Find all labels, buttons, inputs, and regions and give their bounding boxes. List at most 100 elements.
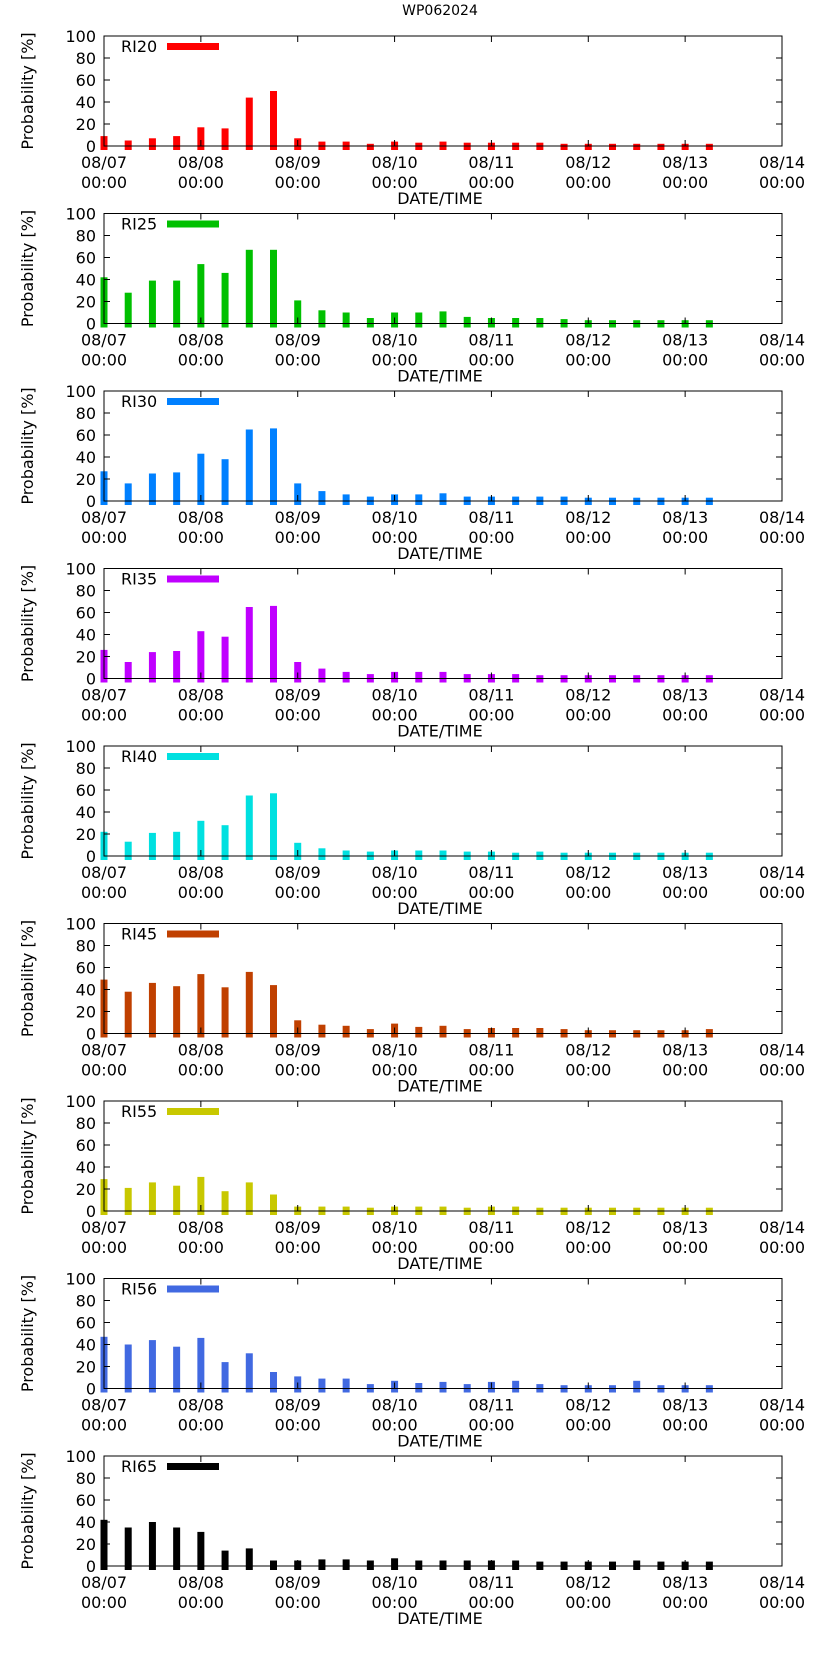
x-tick-time-label: 00:00 bbox=[81, 173, 127, 192]
x-tick-time-label: 00:00 bbox=[662, 1238, 708, 1257]
bar bbox=[512, 1560, 520, 1570]
panels: 02040608010008/0700:0008/0800:0008/0900:… bbox=[18, 27, 805, 1628]
y-tick-label: 80 bbox=[76, 404, 96, 423]
y-tick-label: 100 bbox=[65, 1092, 96, 1111]
x-tick-date-label: 08/12 bbox=[565, 1041, 611, 1060]
y-tick-label: 0 bbox=[86, 1202, 96, 1221]
legend-label: RI30 bbox=[121, 392, 157, 411]
bar bbox=[221, 128, 229, 150]
x-tick-time-label: 00:00 bbox=[662, 706, 708, 725]
x-tick-time-label: 00:00 bbox=[468, 351, 514, 370]
y-tick-label: 20 bbox=[76, 470, 96, 489]
x-tick-time-label: 00:00 bbox=[178, 1061, 224, 1080]
x-tick-date-label: 08/12 bbox=[565, 153, 611, 172]
x-tick-time-label: 00:00 bbox=[81, 528, 127, 547]
y-tick-label: 40 bbox=[76, 1158, 96, 1177]
x-tick-date-label: 08/12 bbox=[565, 331, 611, 350]
x-axis-title: DATE/TIME bbox=[397, 1432, 482, 1451]
y-tick-label: 80 bbox=[76, 227, 96, 246]
panel-ri45: 02040608010008/0700:0008/0800:0008/0900:… bbox=[18, 915, 805, 1096]
y-tick-label: 80 bbox=[76, 582, 96, 601]
bar bbox=[197, 1531, 205, 1570]
bar bbox=[148, 138, 156, 150]
x-tick-time-label: 00:00 bbox=[81, 1593, 127, 1612]
bar bbox=[148, 652, 156, 683]
x-tick-time-label: 00:00 bbox=[178, 173, 224, 192]
x-tick-date-label: 08/09 bbox=[275, 1218, 321, 1237]
x-tick-date-label: 08/07 bbox=[81, 1218, 127, 1237]
x-tick-date-label: 08/10 bbox=[372, 331, 418, 350]
x-tick-time-label: 00:00 bbox=[275, 1238, 321, 1257]
x-tick-date-label: 08/13 bbox=[662, 1396, 708, 1415]
x-tick-date-label: 08/14 bbox=[759, 153, 805, 172]
bar bbox=[609, 143, 616, 150]
bar bbox=[148, 1522, 156, 1570]
bar bbox=[536, 318, 544, 328]
x-axis-title: DATE/TIME bbox=[397, 367, 482, 386]
bar bbox=[681, 143, 689, 150]
x-tick-time-label: 00:00 bbox=[81, 706, 127, 725]
x-tick-time-label: 00:00 bbox=[468, 1061, 514, 1080]
x-tick-time-label: 00:00 bbox=[372, 1238, 418, 1257]
bar bbox=[366, 1560, 374, 1570]
bar bbox=[439, 850, 447, 860]
x-tick-date-label: 08/14 bbox=[759, 331, 805, 350]
y-tick-label: 20 bbox=[76, 1003, 96, 1022]
x-tick-date-label: 08/12 bbox=[565, 508, 611, 527]
bar bbox=[342, 312, 350, 328]
x-tick-date-label: 08/14 bbox=[759, 686, 805, 705]
x-tick-time-label: 00:00 bbox=[468, 706, 514, 725]
x-tick-time-label: 00:00 bbox=[178, 1416, 224, 1435]
y-tick-label: 40 bbox=[76, 271, 96, 290]
x-axis-title: DATE/TIME bbox=[397, 1254, 482, 1273]
x-tick-time-label: 00:00 bbox=[759, 1061, 805, 1080]
legend-label: RI65 bbox=[121, 1457, 157, 1476]
bar bbox=[221, 272, 229, 328]
x-tick-date-label: 08/09 bbox=[275, 1396, 321, 1415]
bar bbox=[439, 1025, 447, 1038]
x-tick-time-label: 00:00 bbox=[372, 351, 418, 370]
bar bbox=[318, 310, 326, 328]
plot-frame bbox=[103, 568, 783, 679]
plot-frame bbox=[103, 390, 783, 502]
bar bbox=[270, 1560, 277, 1570]
x-tick-date-label: 08/10 bbox=[372, 863, 418, 882]
x-tick-date-label: 08/13 bbox=[662, 686, 708, 705]
x-tick-time-label: 00:00 bbox=[662, 1061, 708, 1080]
x-tick-time-label: 00:00 bbox=[565, 1416, 611, 1435]
x-tick-time-label: 00:00 bbox=[662, 351, 708, 370]
bar bbox=[221, 1550, 229, 1570]
bar bbox=[148, 473, 156, 505]
y-tick-label: 60 bbox=[76, 604, 96, 623]
legend-label: RI40 bbox=[121, 747, 157, 766]
panel-ri56: 02040608010008/0700:0008/0800:0008/0900:… bbox=[18, 1270, 805, 1451]
x-tick-time-label: 00:00 bbox=[662, 173, 708, 192]
y-tick-label: 0 bbox=[86, 137, 96, 156]
bar bbox=[366, 143, 374, 150]
x-tick-time-label: 00:00 bbox=[275, 351, 321, 370]
x-tick-date-label: 08/07 bbox=[81, 1396, 127, 1415]
bar bbox=[124, 1527, 132, 1570]
legend-swatch bbox=[167, 398, 219, 405]
bar bbox=[245, 1353, 253, 1393]
bar bbox=[318, 848, 326, 860]
bar bbox=[148, 832, 156, 860]
y-tick-label: 100 bbox=[65, 27, 96, 46]
x-tick-time-label: 00:00 bbox=[565, 706, 611, 725]
bar bbox=[173, 1185, 181, 1215]
bar bbox=[705, 143, 713, 150]
bar bbox=[270, 249, 277, 328]
y-tick-label: 20 bbox=[76, 648, 96, 667]
bar bbox=[173, 1527, 181, 1570]
y-tick-label: 100 bbox=[65, 915, 96, 934]
bar bbox=[270, 1372, 277, 1393]
y-tick-label: 60 bbox=[76, 249, 96, 268]
y-tick-label: 60 bbox=[76, 1314, 96, 1333]
x-tick-date-label: 08/13 bbox=[662, 1573, 708, 1592]
x-axis-title: DATE/TIME bbox=[397, 899, 482, 918]
y-tick-label: 40 bbox=[76, 1336, 96, 1355]
x-tick-date-label: 08/09 bbox=[275, 1573, 321, 1592]
x-tick-time-label: 00:00 bbox=[178, 351, 224, 370]
bar bbox=[221, 1191, 229, 1215]
y-tick-label: 60 bbox=[76, 426, 96, 445]
